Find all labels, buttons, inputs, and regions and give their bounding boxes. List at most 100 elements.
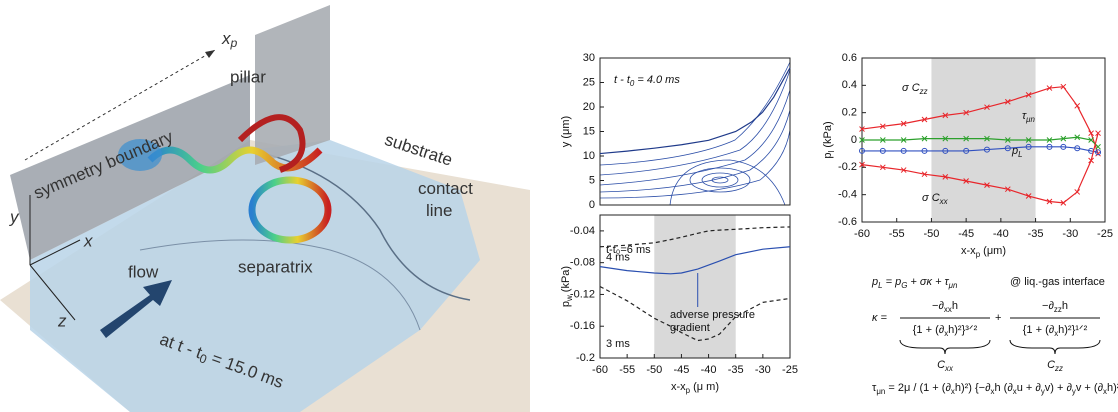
text-part: = p bbox=[883, 276, 902, 288]
text-part: (μ m) bbox=[690, 381, 719, 393]
y-tick-label: 0.2 bbox=[842, 107, 857, 119]
marker bbox=[859, 137, 865, 143]
text-part: −∂ bbox=[932, 300, 944, 312]
text-part: −∂ bbox=[1042, 300, 1054, 312]
marker bbox=[984, 104, 990, 111]
z-axis-arrow bbox=[29, 264, 76, 321]
text-part: h)²) {−∂ bbox=[955, 382, 991, 394]
marker bbox=[942, 147, 949, 154]
x-tick-label: -40 bbox=[701, 364, 717, 376]
marker bbox=[1074, 102, 1081, 109]
text-part: τ bbox=[1022, 110, 1027, 122]
text-part: h)²}³ᐟ² bbox=[948, 324, 977, 336]
subscript: x bbox=[951, 387, 955, 396]
y-tick-label: 30 bbox=[583, 52, 595, 64]
text-part: C bbox=[937, 359, 945, 371]
subscript: 0 bbox=[197, 351, 208, 367]
marker bbox=[1046, 137, 1053, 143]
y-tick-label: 0 bbox=[589, 199, 595, 211]
text-part: v) + ∂ bbox=[1045, 382, 1073, 394]
marker bbox=[900, 147, 907, 154]
subscript: x bbox=[944, 329, 948, 338]
series-label: t-t₀=6 ms bbox=[606, 244, 651, 256]
marker bbox=[921, 116, 928, 123]
text-part: gradient bbox=[670, 322, 710, 334]
text-part: p bbox=[560, 301, 572, 307]
equation: τμn = 2μ / (1 + (∂xh)²) {−∂xh (∂xu + ∂yv… bbox=[872, 382, 1118, 396]
marker bbox=[900, 137, 907, 143]
marker bbox=[1025, 193, 1032, 199]
marker bbox=[879, 164, 886, 171]
y-tick-label: -0.2 bbox=[838, 161, 857, 173]
text-part: {1 + (∂ bbox=[913, 324, 945, 336]
separatrix-label: separatrix bbox=[238, 257, 313, 276]
y-tick-label: -0.04 bbox=[570, 225, 595, 237]
text-part: σ C bbox=[922, 192, 940, 204]
y-tick-label: 0.6 bbox=[842, 52, 857, 64]
substrate-label: substrate bbox=[382, 130, 454, 170]
marker bbox=[963, 147, 970, 154]
brace bbox=[899, 339, 991, 355]
text-part: σ C bbox=[902, 82, 920, 94]
y-tick-label: -0.4 bbox=[838, 189, 857, 201]
text-part: contact bbox=[418, 179, 473, 198]
x-tick-label: -60 bbox=[592, 364, 608, 376]
text-part: = 4.0 ms bbox=[634, 74, 680, 86]
marker bbox=[1060, 135, 1067, 142]
marker bbox=[1074, 189, 1081, 195]
x-tick-label: -25 bbox=[782, 364, 798, 376]
marker bbox=[1074, 145, 1081, 152]
xp-arrow bbox=[205, 50, 215, 58]
y-tick-label: 0 bbox=[851, 134, 857, 146]
subscript: p bbox=[230, 36, 238, 50]
series-line bbox=[861, 86, 1099, 154]
y-tick-label: 20 bbox=[583, 101, 595, 113]
subscript: μn bbox=[1025, 115, 1035, 124]
flow-arrow bbox=[100, 280, 172, 338]
equations: pL = pG + σκ + τμn @ liq.-gas interfaceκ … bbox=[871, 276, 1118, 396]
marker bbox=[859, 161, 865, 168]
text-part: h bbox=[952, 300, 958, 312]
marker bbox=[942, 112, 949, 119]
subscript: μn bbox=[876, 387, 885, 396]
marker bbox=[1088, 130, 1094, 137]
subscript: l bbox=[827, 150, 836, 152]
pillar-plane bbox=[255, 5, 330, 165]
series-line bbox=[862, 136, 1099, 148]
equation: Cxx bbox=[937, 359, 954, 373]
y-axis-label: pl (kPa) bbox=[822, 121, 836, 158]
marker bbox=[1004, 98, 1011, 105]
x-tick-label: -55 bbox=[619, 364, 635, 376]
axis-x-label: x bbox=[83, 231, 93, 250]
streamlines bbox=[600, 61, 790, 205]
marker bbox=[963, 178, 969, 184]
interface-line bbox=[599, 67, 791, 155]
series-line bbox=[599, 246, 791, 275]
series-line bbox=[599, 226, 791, 248]
marker bbox=[1046, 143, 1053, 150]
pillar-label: pillar bbox=[230, 67, 266, 86]
marker bbox=[1025, 92, 1032, 98]
subscript: x bbox=[1054, 329, 1058, 338]
x-tick-label: -50 bbox=[923, 228, 939, 240]
marker bbox=[942, 135, 949, 142]
marker bbox=[879, 123, 886, 130]
subscript: 0 bbox=[630, 79, 635, 88]
text-part: p bbox=[871, 276, 878, 288]
text-part: + σκ + τ bbox=[907, 276, 949, 288]
marker bbox=[1095, 143, 1101, 150]
x-tick-label: -60 bbox=[854, 228, 870, 240]
x-tick-label: -55 bbox=[889, 228, 905, 240]
contact-label: contact line bbox=[418, 179, 473, 220]
separatrix-line bbox=[139, 239, 421, 331]
equation: Czz bbox=[1047, 359, 1063, 373]
marker bbox=[1060, 143, 1067, 150]
x-axis-label: x-xp (μm) bbox=[961, 245, 1006, 259]
text-part: adverse pressure bbox=[670, 309, 755, 321]
marker bbox=[1074, 134, 1081, 141]
series-label: σ Czz bbox=[902, 82, 928, 96]
equation: κ = bbox=[872, 312, 888, 324]
marker bbox=[1088, 157, 1094, 164]
text-part: u + ∂ bbox=[1017, 382, 1042, 394]
